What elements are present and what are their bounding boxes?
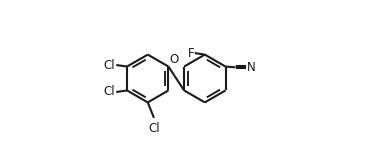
Text: O: O [170,53,179,66]
Text: Cl: Cl [148,122,160,135]
Text: N: N [247,61,255,74]
Text: Cl: Cl [104,59,116,71]
Text: F: F [187,47,194,60]
Text: Cl: Cl [104,86,116,98]
